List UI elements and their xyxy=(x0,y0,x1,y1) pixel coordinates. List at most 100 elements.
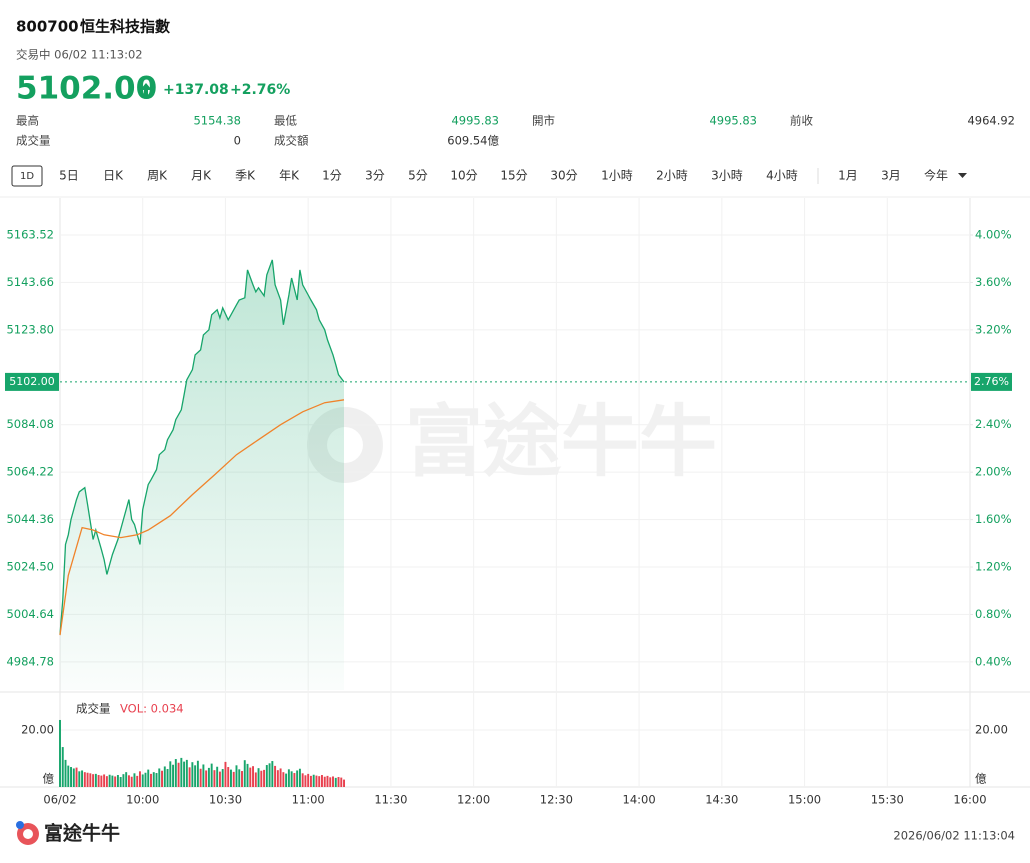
volume-bar xyxy=(64,759,67,787)
volume-bar xyxy=(83,772,86,787)
volume-bar xyxy=(133,773,136,787)
volume-bar xyxy=(321,775,323,787)
y2-tick-label: 2.00% xyxy=(975,465,1012,479)
x-tick-label: 14:00 xyxy=(623,793,656,807)
volume-bar xyxy=(205,770,208,787)
volume-bar xyxy=(59,719,61,787)
volume-bar xyxy=(298,768,301,787)
volume-bar xyxy=(340,777,343,787)
volume-bar xyxy=(296,770,299,787)
period-tab[interactable]: 周K xyxy=(147,169,168,183)
chart-area: 06/02 10:00 10:30 11:00 11:30 12:00 12:30 14:00… xyxy=(0,198,1030,807)
volume-bar xyxy=(105,776,108,787)
stat-value: 5154.38 xyxy=(193,114,241,128)
y2-tick-label: 1.20% xyxy=(975,560,1012,574)
period-tab[interactable]: 10分 xyxy=(450,169,477,183)
period-tab[interactable]: 3小時 xyxy=(711,169,743,183)
period-tab[interactable]: 年K xyxy=(279,169,300,183)
stat-label: 開市 xyxy=(532,114,555,128)
period-tab[interactable]: 日K xyxy=(103,169,124,183)
y-tick-label: 5123.80 xyxy=(6,322,54,336)
volume-bar xyxy=(332,776,334,787)
volume-bar xyxy=(241,771,243,787)
volume-bar xyxy=(86,772,89,787)
volume-bar xyxy=(152,772,155,787)
period-tab[interactable]: 1分 xyxy=(322,169,342,183)
volume-bar xyxy=(276,770,279,787)
y-tick-label: 5163.52 xyxy=(6,227,54,241)
current-price-label: 5102.00 xyxy=(9,375,55,388)
period-tab[interactable]: 3分 xyxy=(365,169,385,183)
volume-bar xyxy=(271,761,274,787)
volume-bar xyxy=(274,765,277,787)
volume-bar xyxy=(265,765,268,787)
volume-bar xyxy=(227,767,230,787)
volume-bar xyxy=(282,772,285,787)
volume-bar xyxy=(94,773,97,787)
volume-bar xyxy=(301,773,304,787)
volume-bar xyxy=(243,760,246,787)
volume-bar xyxy=(122,774,125,787)
period-tab[interactable]: 季K xyxy=(235,169,256,183)
y-tick-label: 5084.08 xyxy=(6,417,54,431)
y2-tick-label: 20.00 xyxy=(975,722,1008,736)
volume-bar xyxy=(144,772,147,787)
stat-label: 成交量 xyxy=(16,134,51,148)
volume-bar xyxy=(293,773,296,787)
y2-tick-label: 3.60% xyxy=(975,275,1012,289)
volume-bar xyxy=(216,766,219,787)
y2-tick-label: 2.40% xyxy=(975,417,1012,431)
volume-bar xyxy=(263,769,266,787)
current-pct-label: 2.76% xyxy=(974,375,1009,388)
volume-bar xyxy=(337,777,340,787)
volume-bar xyxy=(304,775,307,787)
period-tab[interactable]: 4小時 xyxy=(766,169,798,183)
volume-bar xyxy=(323,776,326,787)
current-pct-box xyxy=(971,372,1012,391)
volume-bar xyxy=(254,772,257,787)
period-tab[interactable]: 1D xyxy=(20,171,34,182)
period-tab[interactable]: 5日 xyxy=(59,169,79,183)
x-tick-label: 12:30 xyxy=(540,793,573,807)
footer-logo: 富途牛牛 xyxy=(44,822,120,845)
trade-status: 交易中 06/02 11:13:02 xyxy=(16,48,143,62)
volume-bar xyxy=(185,759,188,787)
y-tick-label: 5064.22 xyxy=(6,465,54,479)
period-tab[interactable]: 3月 xyxy=(881,169,901,183)
current-price-box xyxy=(5,372,59,391)
period-tab[interactable]: 今年 xyxy=(924,168,948,183)
period-tab[interactable]: 2小時 xyxy=(656,169,688,183)
volume-bar xyxy=(194,765,197,787)
period-tab[interactable]: 30分 xyxy=(550,169,577,183)
period-tab[interactable]: 月K xyxy=(191,169,212,183)
stat-value: 4964.92 xyxy=(967,114,1015,128)
volume-bar xyxy=(177,762,180,787)
y-unit: 億 xyxy=(43,772,55,786)
volume-bar xyxy=(130,776,133,787)
volume-bar xyxy=(81,770,84,787)
y-tick-label: 4984.78 xyxy=(6,654,54,668)
y-tick-label: 5024.50 xyxy=(6,560,54,574)
x-tick-label: 11:30 xyxy=(374,793,407,807)
y2-tick-label: 4.00% xyxy=(975,227,1012,241)
volume-bar xyxy=(315,775,318,787)
stat-value: 4995.83 xyxy=(709,114,757,128)
period-tab[interactable]: 1小時 xyxy=(601,169,633,183)
stock-code: 800700 xyxy=(16,18,79,36)
volume-bar xyxy=(257,768,260,787)
volume-bar xyxy=(238,769,241,787)
price-area xyxy=(60,259,344,690)
volume-bar xyxy=(125,772,128,787)
x-tick-label: 15:30 xyxy=(871,793,904,807)
period-tab[interactable]: 5分 xyxy=(408,169,428,183)
y-tick-label: 20.00 xyxy=(21,722,54,736)
volume-bar xyxy=(279,768,282,787)
volume-bar xyxy=(246,763,249,787)
average-line xyxy=(59,399,345,636)
period-tab[interactable]: 1月 xyxy=(838,169,858,183)
x-tick-label: 10:00 xyxy=(126,793,159,807)
period-tab[interactable]: 15分 xyxy=(500,169,527,183)
x-tick-label: 06/02 xyxy=(43,793,76,807)
y2-tick-label: 0.80% xyxy=(975,607,1012,621)
volume-bar xyxy=(343,779,345,787)
